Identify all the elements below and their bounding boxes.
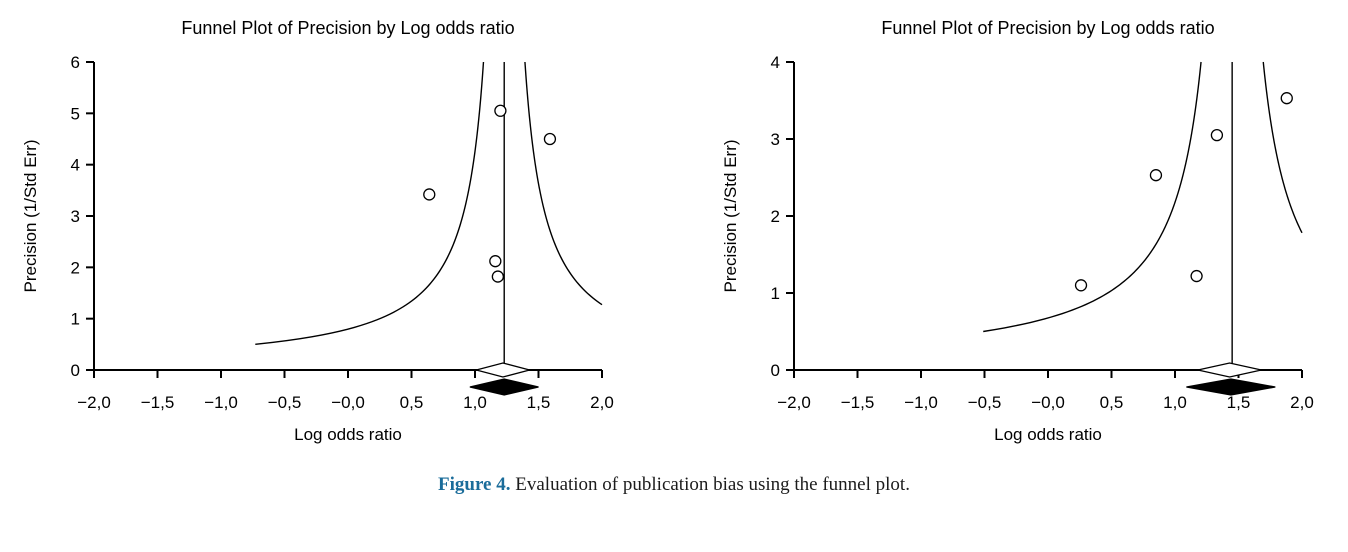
- funnel-curve-left: [255, 61, 485, 346]
- data-point: [1280, 92, 1293, 105]
- axes: [93, 62, 602, 371]
- pooled-diamond-filled: [1186, 378, 1276, 396]
- data-point: [1210, 128, 1224, 142]
- pooled-diamond-open: [1197, 362, 1262, 378]
- funnel-plot-right: Funnel Plot of Precision by Log odds rat…: [714, 4, 1334, 452]
- x-tick-label: −1,0: [204, 393, 238, 412]
- y-tick-label: 4: [71, 156, 80, 175]
- x-tick-label: −0,0: [331, 393, 365, 412]
- chart-title: Funnel Plot of Precision by Log odds rat…: [181, 18, 514, 38]
- x-tick-label: −1,5: [841, 393, 875, 412]
- data-point: [423, 188, 436, 201]
- y-tick-label: 2: [771, 207, 780, 226]
- data-point: [1149, 169, 1163, 182]
- figure-caption: Figure 4. Evaluation of publication bias…: [438, 474, 910, 496]
- charts-row: Funnel Plot of Precision by Log odds rat…: [14, 0, 1334, 452]
- x-axis-label: Log odds ratio: [994, 425, 1102, 444]
- funnel-plot-right-svg: Funnel Plot of Precision by Log odds rat…: [721, 18, 1314, 444]
- y-tick-label: 4: [771, 53, 780, 72]
- y-tick-label: 6: [71, 53, 80, 72]
- y-tick-label: 5: [71, 104, 80, 123]
- data-point: [1190, 269, 1203, 283]
- y-tick-label: 0: [71, 361, 80, 380]
- x-tick-label: −0,5: [968, 393, 1002, 412]
- y-axis-label: Precision (1/Std Err): [721, 139, 740, 292]
- x-tick-label: 2,0: [590, 393, 614, 412]
- y-tick-label: 1: [71, 310, 80, 329]
- data-point: [1074, 279, 1088, 292]
- x-tick-label: −2,0: [77, 393, 111, 412]
- x-axis-label: Log odds ratio: [294, 425, 402, 444]
- y-axis-label: Precision (1/Std Err): [21, 139, 40, 292]
- x-tick-label: −0,0: [1031, 393, 1065, 412]
- data-point: [543, 132, 557, 146]
- x-tick-label: 1,0: [463, 393, 487, 412]
- chart-title: Funnel Plot of Precision by Log odds rat…: [881, 18, 1214, 38]
- pooled-diamond-filled: [469, 378, 539, 396]
- x-tick-label: 1,0: [1163, 393, 1187, 412]
- x-tick-label: −2,0: [777, 393, 811, 412]
- x-tick-label: −1,5: [141, 393, 175, 412]
- x-tick-label: 0,5: [400, 393, 424, 412]
- y-tick-label: 3: [71, 207, 80, 226]
- axes: [793, 62, 1302, 371]
- x-tick-label: 2,0: [1290, 393, 1314, 412]
- funnel-curve-right: [1262, 61, 1303, 234]
- data-point: [494, 104, 507, 117]
- y-tick-label: 1: [771, 284, 780, 303]
- data-point: [491, 270, 505, 283]
- y-tick-label: 2: [71, 258, 80, 277]
- pooled-diamond-open: [473, 362, 533, 378]
- funnel-plot-left-svg: Funnel Plot of Precision by Log odds rat…: [21, 18, 614, 444]
- funnel-curve-right: [524, 61, 603, 306]
- data-point: [489, 255, 502, 268]
- funnel-plot-left: Funnel Plot of Precision by Log odds rat…: [14, 4, 634, 452]
- x-tick-label: 1,5: [527, 393, 551, 412]
- figure-caption-text: Evaluation of publication bias using the…: [510, 474, 910, 495]
- funnel-curve-left: [983, 61, 1202, 333]
- y-tick-label: 0: [771, 361, 780, 380]
- x-tick-label: −1,0: [904, 393, 938, 412]
- x-tick-label: 0,5: [1100, 393, 1124, 412]
- x-tick-label: 1,5: [1227, 393, 1251, 412]
- figure-caption-label: Figure 4.: [438, 474, 511, 495]
- x-tick-label: −0,5: [268, 393, 302, 412]
- y-tick-label: 3: [771, 130, 780, 149]
